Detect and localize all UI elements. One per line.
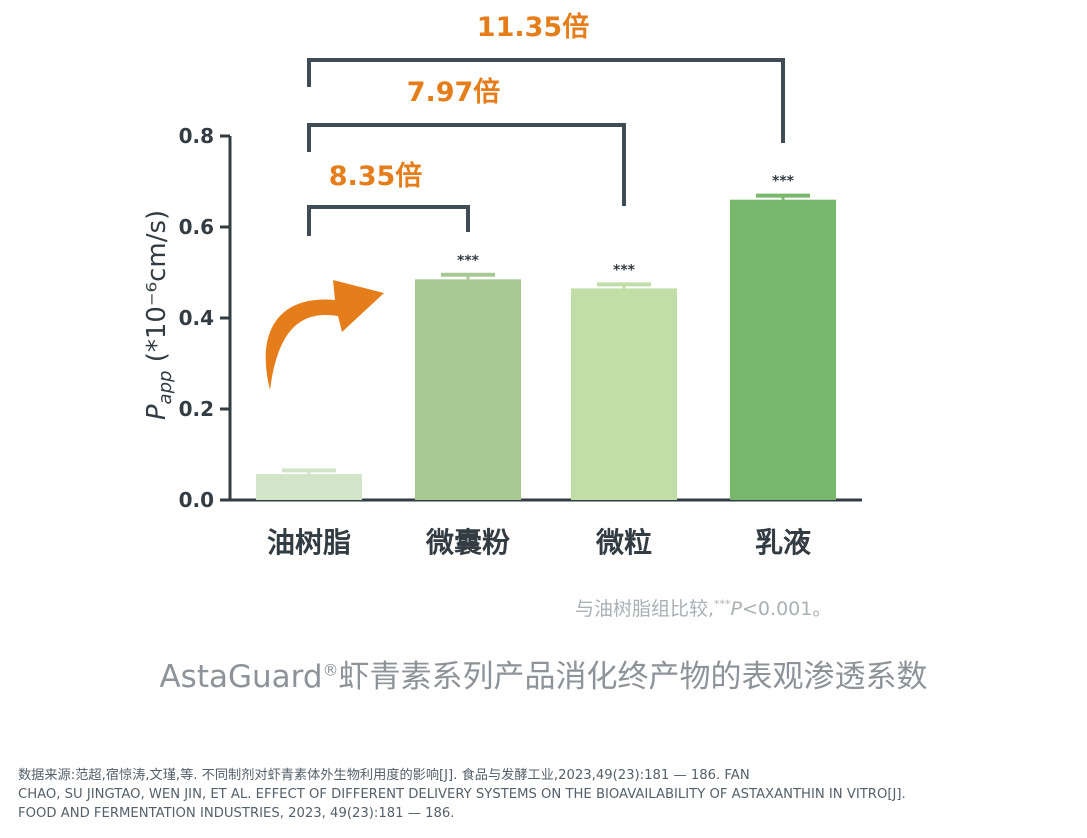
y-tick-label: 0.2 — [179, 397, 214, 421]
significance-marker: *** — [613, 262, 636, 278]
fold-change-label: 11.35倍 — [477, 11, 589, 43]
curved-arrow-icon — [265, 280, 384, 390]
bar — [415, 279, 521, 500]
source-line-3: FOOD AND FERMENTATION INDUSTRIES, 2023, … — [18, 806, 455, 821]
significance-marker: *** — [457, 253, 480, 269]
category-label: 油树脂 — [267, 526, 351, 559]
y-tick-label: 0.4 — [179, 306, 214, 330]
y-tick-label: 0.6 — [179, 215, 214, 239]
y-tick-label: 0.8 — [179, 124, 214, 148]
figure-caption: AstaGuard®虾青素系列产品消化终产物的表观渗透系数 — [159, 659, 928, 695]
comparison-bracket — [307, 58, 785, 143]
category-label: 微囊粉 — [425, 526, 510, 559]
source-line-1: 数据来源:范超,宿惊涛,文瑾,等. 不同制剂对虾青素体外生物利用度的影响[J].… — [18, 768, 750, 783]
bar-chart: 0.0 0.2 0.4 0.6 0.8 油树脂 *** 微囊粉 *** 微粒 *** 乳液 8.35… — [142, 11, 862, 559]
y-axis-label: Papp (*10⁻⁶cm/s) — [142, 210, 176, 420]
category-label: 乳液 — [755, 526, 811, 559]
comparison-bracket — [307, 205, 470, 236]
source-line-2: CHAO, SU JINGTAO, WEN JIN, ET AL. EFFECT… — [18, 787, 906, 802]
data-source: 数据来源:范超,宿惊涛,文瑾,等. 不同制剂对虾青素体外生物利用度的影响[J].… — [18, 766, 1078, 823]
bars: 油树脂 *** 微囊粉 *** 微粒 *** 乳液 — [256, 174, 836, 559]
bar — [571, 288, 677, 500]
bar — [256, 474, 362, 500]
bar — [730, 199, 836, 500]
category-label: 微粒 — [595, 526, 652, 559]
fold-change-label: 8.35倍 — [329, 160, 423, 192]
y-tick-label: 0.0 — [179, 488, 214, 512]
comparison-bracket — [307, 123, 626, 206]
fold-change-label: 7.97倍 — [407, 76, 501, 108]
comparison-brackets: 8.35倍 7.97倍 11.35倍 — [307, 11, 785, 236]
significance-marker: *** — [772, 174, 795, 190]
significance-note: 与油树脂组比较,***P<0.001。 — [575, 597, 832, 620]
